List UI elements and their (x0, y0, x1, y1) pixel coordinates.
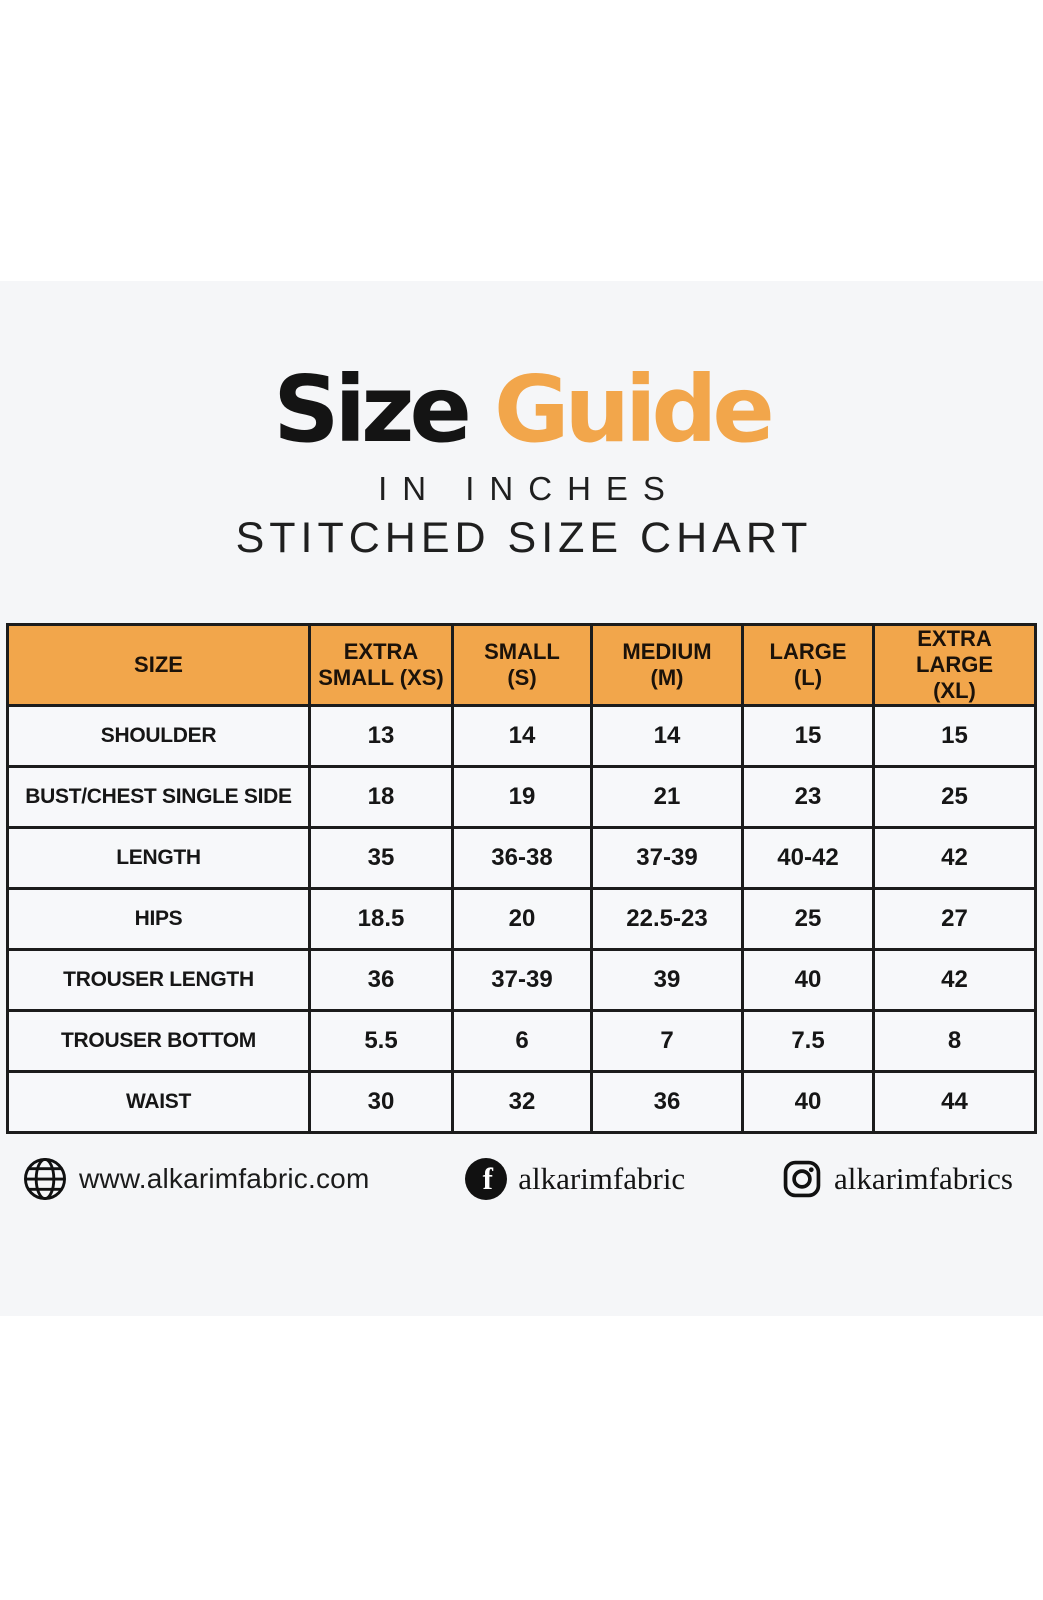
size-value: 32 (451, 1069, 593, 1134)
size-value: 15 (741, 703, 875, 768)
size-value: 15 (872, 703, 1037, 768)
size-value: 44 (872, 1069, 1037, 1134)
size-value: 14 (590, 703, 744, 768)
facebook-icon: f (465, 1157, 508, 1200)
row-label: SHOULDER (6, 703, 311, 768)
facebook-handle: alkarimfabric (518, 1160, 686, 1196)
row-label: HIPS (6, 886, 311, 951)
table-row-shoulder: SHOULDER 13 14 14 15 15 (6, 703, 1037, 768)
size-value: 39 (590, 947, 744, 1012)
table-row-length: LENGTH 35 36-38 37-39 40-42 42 (6, 825, 1037, 890)
row-label: BUST/CHEST SINGLE SIDE (6, 764, 311, 829)
size-value: 13 (308, 703, 454, 768)
instagram-icon (781, 1158, 823, 1200)
size-chart-table: SIZE EXTRA SMALL (XS) SMALL (S) MEDIUM (… (6, 623, 1037, 1134)
size-value: 42 (872, 825, 1037, 890)
title-word-size: Size (273, 356, 472, 463)
column-header-small: SMALL (S) (451, 623, 593, 707)
row-label: LENGTH (6, 825, 311, 890)
size-value: 18 (308, 764, 454, 829)
size-value: 27 (872, 886, 1037, 951)
column-header-medium: MEDIUM (M) (590, 623, 744, 707)
page-title: Size Guide (0, 364, 1043, 456)
size-value: 8 (872, 1008, 1037, 1073)
size-value: 19 (451, 764, 593, 829)
header-row: SIZE EXTRA SMALL (XS) SMALL (S) MEDIUM (… (6, 623, 1037, 707)
size-value: 40 (741, 947, 875, 1012)
size-value: 36 (308, 947, 454, 1012)
title-word-guide: Guide (493, 356, 775, 463)
table-row-hips: HIPS 18.5 20 22.5-23 25 27 (6, 886, 1037, 951)
size-value: 7.5 (741, 1008, 875, 1073)
size-guide-panel: Size Guide IN INCHES STITCHED SIZE CHART… (0, 281, 1043, 1316)
size-value: 22.5-23 (590, 886, 744, 951)
size-value: 36-38 (451, 825, 593, 890)
footer-website: www.alkarimfabric.com (22, 1156, 369, 1202)
footer-instagram: alkarimfabrics (781, 1158, 1013, 1200)
row-label: TROUSER BOTTOM (6, 1008, 311, 1073)
column-header-extra-small: EXTRA SMALL (XS) (308, 623, 454, 707)
size-value: 37-39 (451, 947, 593, 1012)
column-header-size: SIZE (6, 623, 311, 707)
column-header-extra-large: EXTRA LARGE (XL) (872, 623, 1037, 707)
table-row-bust-chest: BUST/CHEST SINGLE SIDE 18 19 21 23 25 (6, 764, 1037, 829)
size-value: 36 (590, 1069, 744, 1134)
size-value: 23 (741, 764, 875, 829)
row-label: WAIST (6, 1069, 311, 1134)
size-value: 5.5 (308, 1008, 454, 1073)
subtitle-stitched-size-chart: STITCHED SIZE CHART (235, 514, 813, 562)
size-value: 37-39 (590, 825, 744, 890)
table-row-waist: WAIST 30 32 36 40 44 (6, 1069, 1037, 1134)
size-value: 35 (308, 825, 454, 890)
size-value: 30 (308, 1069, 454, 1134)
size-value: 14 (451, 703, 593, 768)
size-value: 21 (590, 764, 744, 829)
website-url: www.alkarimfabric.com (79, 1162, 370, 1194)
size-value: 20 (451, 886, 593, 951)
subtitle-in-inches: IN INCHES (378, 470, 680, 507)
table-row-trouser-length: TROUSER LENGTH 36 37-39 39 40 42 (6, 947, 1037, 1012)
instagram-handle: alkarimfabrics (833, 1160, 1013, 1196)
footer-facebook: f alkarimfabric (465, 1157, 686, 1200)
size-value: 25 (872, 764, 1037, 829)
row-label: TROUSER LENGTH (6, 947, 311, 1012)
footer: www.alkarimfabric.com f alkarimfabric al… (22, 1156, 1013, 1202)
table-row-trouser-bottom: TROUSER BOTTOM 5.5 6 7 7.5 8 (6, 1008, 1037, 1073)
size-value: 42 (872, 947, 1037, 1012)
size-value: 40 (741, 1069, 875, 1134)
size-value: 6 (451, 1008, 593, 1073)
size-value: 25 (741, 886, 875, 951)
size-value: 18.5 (308, 886, 454, 951)
size-value: 7 (590, 1008, 744, 1073)
column-header-large: LARGE (L) (741, 623, 875, 707)
globe-icon (22, 1156, 68, 1202)
size-value: 40-42 (741, 825, 875, 890)
